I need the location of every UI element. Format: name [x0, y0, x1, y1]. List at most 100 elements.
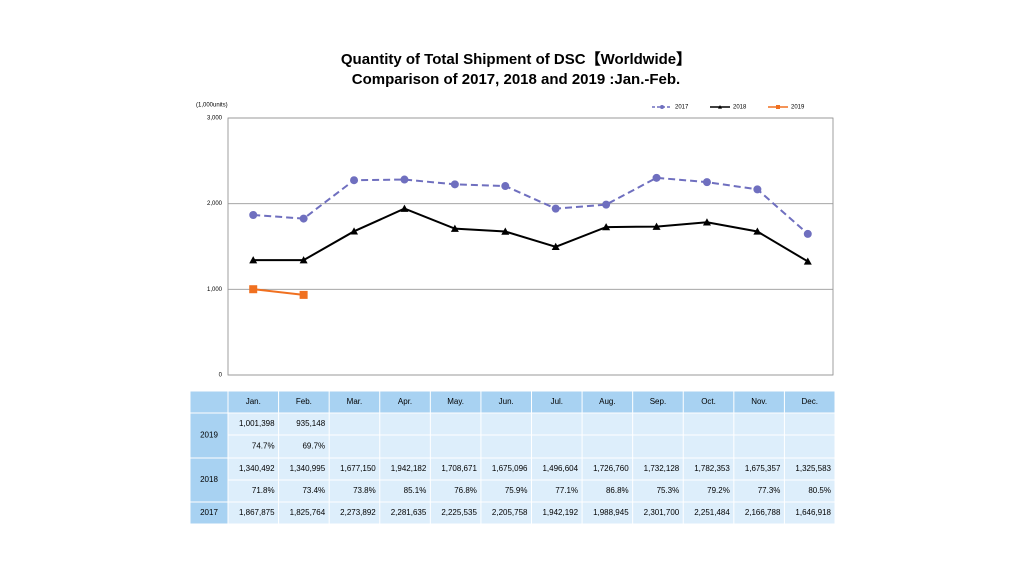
table-cell [784, 458, 835, 480]
table-cell [532, 413, 582, 435]
table-header: Sep. [650, 397, 666, 406]
table-header-cell [481, 391, 531, 413]
marker [299, 290, 308, 299]
table-row-header [190, 413, 228, 458]
table-cell [582, 435, 633, 458]
table-cell [784, 502, 835, 524]
table-header: Jan. [246, 397, 261, 406]
marker [753, 227, 762, 235]
table-value: 75.9% [505, 486, 528, 495]
table-cell [633, 413, 683, 435]
marker [350, 227, 359, 235]
table-cell [683, 435, 734, 458]
y-tick-label: 2,000 [207, 201, 223, 207]
table-value: 1,340,492 [239, 464, 275, 473]
table-value: 69.7% [302, 442, 325, 451]
marker [450, 180, 459, 189]
table-header: Jul. [551, 397, 563, 406]
table-header-cell [329, 391, 380, 413]
table-cell [582, 458, 633, 480]
table-value: 76.8% [454, 486, 477, 495]
table-header-cell [279, 391, 329, 413]
table-value: 1,675,357 [745, 464, 781, 473]
table-cell [430, 502, 481, 524]
table-row-header [190, 502, 228, 524]
table-value: 2,273,892 [340, 508, 376, 517]
table-cell [430, 458, 481, 480]
table-value: 86.8% [606, 486, 629, 495]
table-header: May. [447, 397, 464, 406]
marker [501, 227, 510, 235]
table-header-cell [683, 391, 734, 413]
table-header-cell [633, 391, 683, 413]
marker [400, 175, 409, 184]
table-value: 73.4% [302, 486, 325, 495]
marker [501, 182, 510, 191]
table-cell [481, 502, 531, 524]
table-value: 1,825,764 [290, 508, 326, 517]
table-value: 2,225,535 [441, 508, 477, 517]
table-value: 73.8% [353, 486, 376, 495]
table-value: 75.3% [657, 486, 680, 495]
table-cell [279, 413, 329, 435]
table-cell [430, 480, 481, 502]
table-header-cell [228, 391, 279, 413]
marker [652, 222, 661, 230]
table-header-cell [734, 391, 784, 413]
table-cell [329, 435, 380, 458]
table-header-cell [380, 391, 430, 413]
table-value: 1,732,128 [644, 464, 680, 473]
legend-label: 2019 [791, 105, 805, 111]
series-line [253, 176, 809, 235]
table-cell [380, 413, 430, 435]
table-header: Aug. [599, 397, 615, 406]
table-header: Mar. [347, 397, 363, 406]
table-header-cell [430, 391, 481, 413]
table-cell [228, 435, 279, 458]
series-line [253, 207, 809, 263]
table-row-label: 2018 [200, 475, 218, 484]
table-value: 1,867,875 [239, 508, 275, 517]
table-value: 1,646,918 [795, 508, 831, 517]
table-header: Jun. [499, 397, 514, 406]
table-value: 1,726,760 [593, 464, 629, 473]
table-cell [532, 458, 582, 480]
table-value: 2,205,758 [492, 508, 528, 517]
table-cell [329, 458, 380, 480]
table-value: 1,708,671 [441, 464, 477, 473]
table-value: 1,782,353 [694, 464, 730, 473]
table-cell [734, 435, 784, 458]
marker [350, 176, 359, 185]
table-cell [784, 435, 835, 458]
table-value: 79.2% [707, 486, 730, 495]
marker [249, 285, 258, 294]
table-cell [734, 458, 784, 480]
table-value: 77.1% [555, 486, 578, 495]
table-corner [190, 391, 228, 413]
marker [299, 256, 308, 264]
y-tick-label: 1,000 [207, 287, 223, 293]
table-cell [683, 480, 734, 502]
table-value: 2,166,788 [745, 508, 781, 517]
marker [702, 218, 711, 226]
table-cell [683, 413, 734, 435]
table-cell [683, 502, 734, 524]
marker [551, 204, 560, 213]
table-value: 1,988,945 [593, 508, 629, 517]
marker [660, 105, 664, 109]
table-value: 1,340,995 [290, 464, 326, 473]
table-cell [734, 480, 784, 502]
chart-title: Quantity of Total Shipment of DSC【Worldw… [341, 50, 691, 68]
table-cell [279, 480, 329, 502]
table-header-cell [784, 391, 835, 413]
table-cell [481, 435, 531, 458]
table-value: 1,677,150 [340, 464, 376, 473]
table-cell [532, 435, 582, 458]
marker [551, 242, 560, 250]
marker [652, 173, 661, 182]
table-cell [633, 435, 683, 458]
table-header: Nov. [751, 397, 767, 406]
table-cell [633, 502, 683, 524]
table-cell [734, 502, 784, 524]
